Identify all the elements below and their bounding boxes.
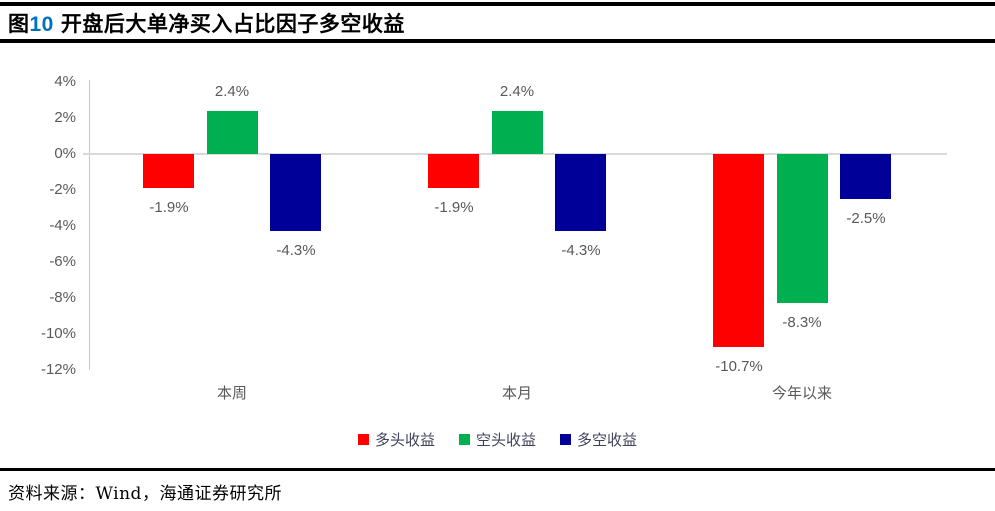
bar-value-label: -1.9% xyxy=(434,199,474,216)
footer-rule xyxy=(0,468,995,471)
legend-label: 空头收益 xyxy=(475,431,536,449)
legend-item-long-short-return: 多空收益 xyxy=(560,429,637,450)
chart-legend: 多头收益 空头收益 多空收益 xyxy=(0,429,995,450)
x-category-label: 本月 xyxy=(501,384,532,402)
y-tick-label: -10% xyxy=(40,325,76,342)
figure-title-text: 开盘后大单净买入占比因子多空收益 xyxy=(60,13,405,36)
figure-number: 10 xyxy=(29,13,54,36)
legend-label: 多头收益 xyxy=(374,431,435,449)
title-top-rule xyxy=(0,2,995,6)
legend-label: 多空收益 xyxy=(577,431,638,449)
legend-swatch-icon xyxy=(357,434,369,445)
bar-short-return-group-0 xyxy=(207,111,258,154)
bar-long-short-return-group-0 xyxy=(270,154,321,231)
legend-item-short-return: 空头收益 xyxy=(458,429,536,450)
bar-long-return-group-1 xyxy=(428,154,479,188)
y-tick-label: -8% xyxy=(49,289,76,306)
y-tick-label: -12% xyxy=(40,361,76,378)
bar-short-return-group-2 xyxy=(777,154,828,303)
y-tick-label: 4% xyxy=(54,73,76,90)
y-tick-label: 0% xyxy=(54,145,76,162)
title-bottom-rule xyxy=(0,39,995,43)
bar-long-short-return-group-2 xyxy=(840,154,891,199)
y-tick-label: -6% xyxy=(49,253,76,270)
source-text: 资料来源：Wind，海通证券研究所 xyxy=(8,484,282,504)
bar-value-label: -2.5% xyxy=(846,210,886,227)
y-tick-label: -2% xyxy=(49,181,76,198)
x-category-label: 本周 xyxy=(216,384,247,402)
bar-long-return-group-2 xyxy=(713,154,764,347)
bar-value-label: -10.7% xyxy=(715,358,763,375)
legend-swatch-icon xyxy=(560,434,571,445)
bar-long-short-return-group-1 xyxy=(555,154,606,231)
bar-value-label: 2.4% xyxy=(499,83,535,100)
y-tick-label: -4% xyxy=(49,217,76,234)
bar-value-label: 2.4% xyxy=(214,83,250,100)
x-category-label: 今年以来 xyxy=(771,384,832,402)
bar-value-label: -4.3% xyxy=(276,242,316,259)
bar-short-return-group-1 xyxy=(492,111,543,154)
bar-long-return-group-0 xyxy=(143,154,194,188)
zero-gridline xyxy=(83,153,947,155)
figure-title: 图10 开盘后大单净买入占比因子多空收益 xyxy=(8,8,405,38)
y-axis-line xyxy=(89,80,90,370)
legend-swatch-icon xyxy=(458,434,470,445)
y-tick-label: 2% xyxy=(54,109,76,126)
bar-value-label: -8.3% xyxy=(782,314,822,331)
figure-label: 图 xyxy=(8,13,30,36)
source-note: 资料来源：Wind，海通证券研究所 xyxy=(8,479,282,504)
bar-value-label: -1.9% xyxy=(149,199,189,216)
legend-item-long-return: 多头收益 xyxy=(357,429,435,450)
bar-value-label: -4.3% xyxy=(561,242,601,259)
